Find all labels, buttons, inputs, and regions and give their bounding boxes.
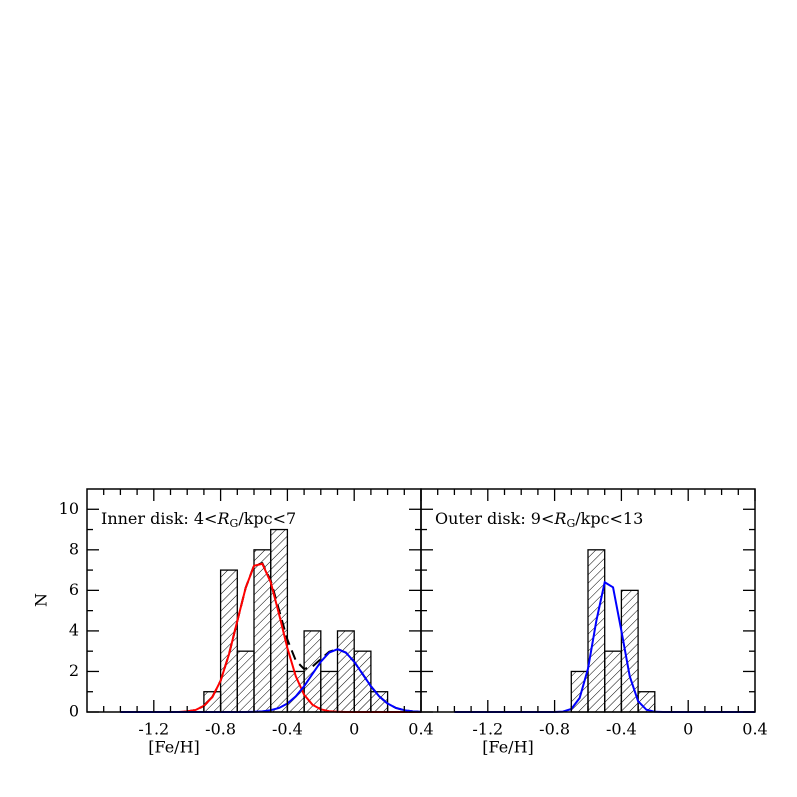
x-tick-label: 0 [683, 720, 693, 739]
histogram-bar [587, 549, 606, 713]
histogram-bar [336, 630, 355, 713]
x-tick-label: 0.4 [408, 720, 433, 739]
histogram-bar [219, 569, 238, 713]
annotation-symbol: R [553, 509, 566, 528]
y-axis-label: N [32, 593, 51, 607]
annotation-symbol: R [216, 509, 229, 528]
annotation-text: Inner disk: 4< [101, 509, 217, 528]
x-tick-label: -0.8 [205, 720, 236, 739]
y-tick-label: 4 [69, 620, 79, 639]
y-tick-label: 10 [59, 499, 79, 518]
histogram-bar [320, 670, 339, 713]
x-tick-label: -1.2 [138, 720, 169, 739]
y-tick-label: 6 [69, 580, 79, 599]
annotation-text: /kpc<13 [575, 509, 643, 528]
y-tick-label: 0 [69, 702, 79, 721]
x-tick-label: -0.4 [606, 720, 637, 739]
histogram-bar [270, 528, 289, 713]
x-tick-label: -1.2 [472, 720, 503, 739]
x-tick-label: 0.4 [742, 720, 767, 739]
annotation-text: Outer disk: 9< [435, 509, 554, 528]
annotation: Outer disk: 9<RG/kpc<13 [435, 509, 643, 531]
histogram-bar [236, 650, 255, 713]
annotation-text: /kpc<7 [238, 509, 296, 528]
x-axis-label: [Fe/H] [482, 738, 534, 757]
y-tick-label: 2 [69, 661, 79, 680]
histogram-bar [604, 650, 623, 713]
x-tick-label: 0 [349, 720, 359, 739]
annotation: Inner disk: 4<RG/kpc<7 [101, 509, 296, 531]
histogram-bar [303, 630, 322, 713]
annotation-subscript: G [566, 517, 575, 530]
x-axis-label: [Fe/H] [148, 738, 200, 757]
y-tick-label: 8 [69, 539, 79, 558]
x-tick-label: -0.4 [272, 720, 303, 739]
x-tick-label: -0.8 [539, 720, 570, 739]
annotation-subscript: G [230, 517, 239, 530]
